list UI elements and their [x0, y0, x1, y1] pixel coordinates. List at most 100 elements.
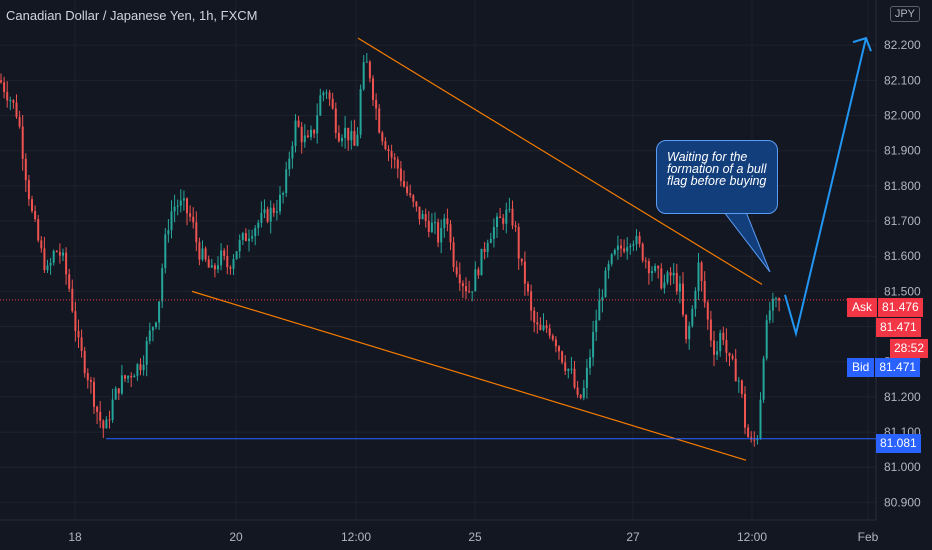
- candle-body: [678, 283, 681, 292]
- y-tick-label: 80.900: [884, 495, 921, 509]
- candle-body: [570, 368, 573, 370]
- y-tick-label: 81.200: [884, 390, 921, 404]
- candle-body: [573, 368, 576, 388]
- x-tick-label: 12:00: [737, 530, 767, 544]
- candle-body: [474, 269, 477, 292]
- candle-body: [272, 207, 275, 213]
- candle-body: [248, 238, 250, 241]
- candle-body: [120, 375, 123, 394]
- candle-body: [508, 208, 511, 210]
- candle-body: [269, 207, 272, 222]
- ask-price-tag: Ask 81.476: [847, 298, 923, 317]
- candle-body: [654, 266, 657, 272]
- candle-body: [638, 235, 641, 244]
- candle-body: [279, 194, 281, 212]
- candle-body: [393, 157, 396, 160]
- support-value: 81.081: [876, 434, 921, 453]
- candle-body: [195, 222, 198, 243]
- candle-body: [644, 260, 647, 262]
- candle-body: [620, 245, 622, 249]
- candle-body: [49, 262, 52, 266]
- candle-body: [21, 126, 24, 159]
- candle-body: [415, 201, 418, 207]
- y-tick-label: 81.800: [884, 179, 921, 193]
- candle-body: [148, 330, 151, 341]
- candle-body: [344, 127, 347, 138]
- candle-body: [434, 222, 436, 224]
- candle-body: [762, 358, 765, 400]
- candle-body: [291, 146, 294, 159]
- candle-body: [719, 332, 722, 352]
- candle-body: [542, 325, 545, 330]
- candle-body: [452, 242, 455, 268]
- bid-value: 81.471: [875, 358, 921, 377]
- candle-body: [130, 375, 133, 378]
- x-tick-label: 25: [468, 530, 482, 544]
- candle-body: [285, 169, 288, 193]
- candle-body: [651, 271, 653, 274]
- candle-body: [372, 78, 374, 100]
- candle-body: [43, 248, 46, 271]
- candle-body: [539, 324, 542, 330]
- candle-body: [418, 206, 421, 220]
- candle-body: [136, 364, 139, 376]
- candle-body: [688, 325, 691, 340]
- candle-body: [468, 291, 471, 293]
- candle-body: [623, 248, 626, 252]
- candle-body: [778, 298, 781, 301]
- candle-body: [554, 339, 557, 347]
- candle-body: [499, 216, 502, 219]
- candle-body: [502, 218, 505, 224]
- candle-body: [703, 280, 706, 303]
- candle-body: [675, 272, 678, 292]
- candle-body: [396, 159, 399, 169]
- candle-body: [669, 272, 672, 276]
- currency-button[interactable]: JPY: [889, 6, 920, 22]
- candle-body: [96, 406, 99, 412]
- candle-body: [610, 254, 613, 264]
- countdown-tag: 28:52: [890, 339, 929, 358]
- candle-body: [24, 158, 27, 181]
- candle-body: [74, 311, 77, 332]
- candle-body: [697, 262, 700, 291]
- last-price-tag: 81.471: [876, 318, 921, 337]
- x-tick-label: 20: [229, 530, 243, 544]
- candle-body: [139, 364, 142, 371]
- candle-body: [127, 375, 130, 379]
- candle-body: [480, 248, 483, 276]
- candle-body: [725, 339, 728, 353]
- candle-body: [375, 99, 378, 109]
- candle-body: [105, 419, 108, 429]
- candle-body: [471, 291, 474, 293]
- candle-body: [238, 240, 241, 252]
- candle-body: [145, 340, 148, 365]
- ask-label: Ask: [847, 298, 878, 317]
- candle-body: [601, 297, 604, 301]
- candle-body: [350, 130, 353, 141]
- candle-body: [716, 351, 719, 355]
- candle-body: [443, 218, 446, 228]
- candle-body: [486, 242, 489, 252]
- candle-body: [303, 135, 306, 143]
- candle-body: [359, 89, 362, 135]
- candle-body: [492, 227, 495, 239]
- candle-body: [589, 357, 591, 368]
- candle-body: [657, 266, 660, 269]
- candle-body: [604, 270, 607, 298]
- candle-body: [46, 265, 49, 271]
- candle-body: [440, 227, 443, 243]
- candle-body: [706, 302, 709, 320]
- candle-body: [765, 320, 768, 359]
- candle-body: [384, 141, 387, 150]
- candle-body: [108, 419, 111, 421]
- candle-body: [37, 219, 40, 241]
- y-tick-label: 82.000: [884, 109, 921, 123]
- projection-path: [784, 37, 867, 338]
- candle-body: [151, 327, 154, 331]
- candle-body: [58, 251, 61, 256]
- candle-body: [310, 129, 312, 138]
- candle-body: [322, 92, 325, 96]
- candle-body: [353, 130, 356, 146]
- bid-label: Bid: [847, 358, 875, 377]
